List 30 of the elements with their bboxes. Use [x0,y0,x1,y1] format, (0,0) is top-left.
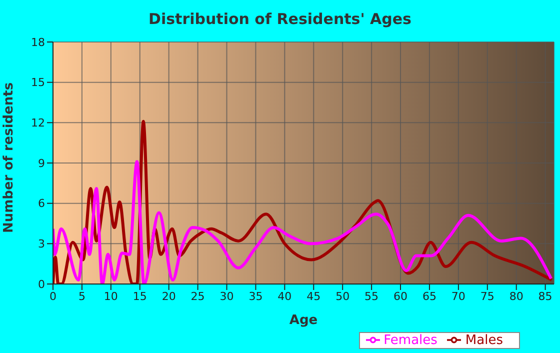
x-tick-label: 65 [422,290,436,303]
y-tick-label: 0 [38,278,45,291]
x-tick-label: 25 [190,290,205,303]
legend-label: Males [465,333,503,348]
legend-label: Females [384,333,438,348]
x-tick-label: 45 [306,290,321,303]
x-tick-label: 80 [509,290,524,303]
chart-title: Distribution of Residents' Ages [148,10,412,28]
x-tick-label: 20 [162,290,176,303]
x-tick-label: 10 [104,290,118,303]
x-tick-label: 50 [336,290,350,303]
y-axis-title: Number of residents [2,82,17,233]
y-tick-label: 6 [38,197,45,210]
x-tick-label: 5 [78,290,86,303]
y-tick-label: 9 [38,156,45,170]
y-tick-label: 15 [31,76,45,90]
x-tick-label: 70 [451,290,466,303]
x-tick-label: 55 [364,290,379,303]
x-tick-label: 75 [480,290,494,303]
y-tick-label: 12 [31,116,45,130]
x-tick-label: 30 [220,290,234,303]
x-tick-label: 85 [538,290,552,303]
x-axis-title: Age [289,313,318,328]
x-tick-label: 0 [50,290,56,303]
x-tick-label: 15 [132,290,147,303]
x-tick-label: 35 [248,290,263,303]
x-tick-label: 40 [278,290,292,303]
x-tick-label: 60 [394,290,408,303]
y-tick-label: 3 [38,238,45,251]
y-tick-label: 18 [31,36,45,49]
